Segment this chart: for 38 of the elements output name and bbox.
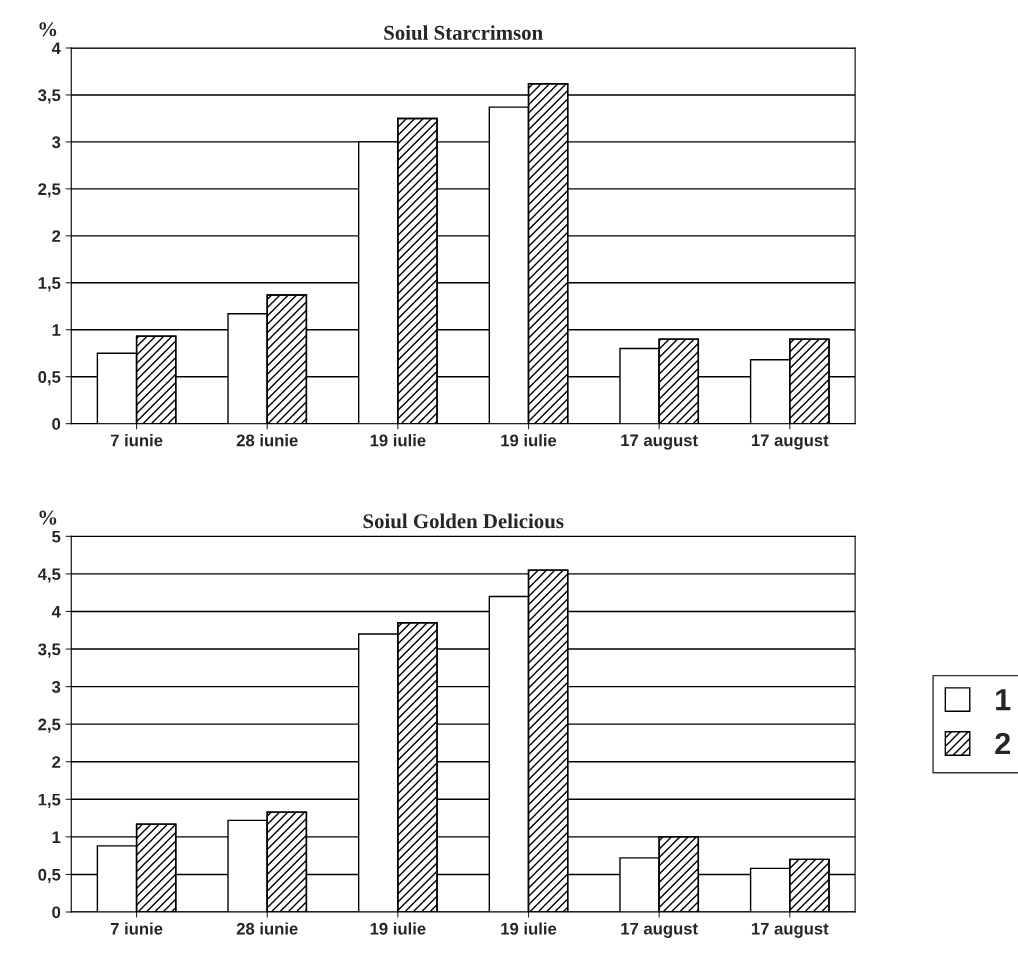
x-tick-label: 28 iunie <box>236 434 298 447</box>
y-tick-label: 4 <box>51 606 61 618</box>
y-tick-label: 0,5 <box>38 868 61 884</box>
x-tick-label: 7 iunie <box>110 922 163 935</box>
y-tick-label: 3 <box>51 681 61 693</box>
y-tick-label: 0 <box>52 906 61 919</box>
x-tick-label: 28 iunie <box>236 922 298 935</box>
y-tick-label: 3,5 <box>38 643 61 658</box>
y-tick-label: 3,5 <box>38 89 61 104</box>
x-tick-label: 17 august <box>621 922 698 938</box>
x-tick-label: 17 august <box>621 434 698 450</box>
y-tick-label: 5 <box>52 530 61 543</box>
chart-title: Soiul Starcrimson <box>384 25 543 40</box>
y-axis-title: % <box>39 510 57 525</box>
chart-title: Soiul Golden Delicious <box>363 513 564 529</box>
y-tick-label: 0 <box>52 418 61 430</box>
y-axis-title: % <box>39 22 57 37</box>
y-tick-label: 3 <box>51 136 61 149</box>
y-tick-label: 1,5 <box>38 277 61 292</box>
x-tick-label: 19 iulie <box>370 922 426 935</box>
y-tick-label: 1 <box>52 831 61 843</box>
y-tick-label: 0,5 <box>38 371 61 386</box>
x-tick-label: 19 iulie <box>501 922 557 935</box>
y-tick-label: 2,5 <box>38 183 61 198</box>
y-tick-label: 1,5 <box>38 793 61 808</box>
y-tick-label: 2 <box>52 756 61 768</box>
legend-label: 2 <box>995 732 1010 755</box>
x-tick-label: 19 iulie <box>501 434 557 447</box>
y-tick-label: 4,5 <box>37 568 61 583</box>
y-tick-label: 2,5 <box>38 718 61 733</box>
x-tick-label: 17 august <box>751 922 829 938</box>
y-tick-label: 2 <box>52 230 61 242</box>
y-tick-label: 4 <box>51 42 61 55</box>
x-tick-label: 7 iunie <box>110 434 163 447</box>
y-tick-label: 1 <box>52 324 61 336</box>
legend-label: 1 <box>996 689 1011 711</box>
x-tick-label: 19 iulie <box>370 434 426 447</box>
x-tick-label: 17 august <box>751 434 829 450</box>
